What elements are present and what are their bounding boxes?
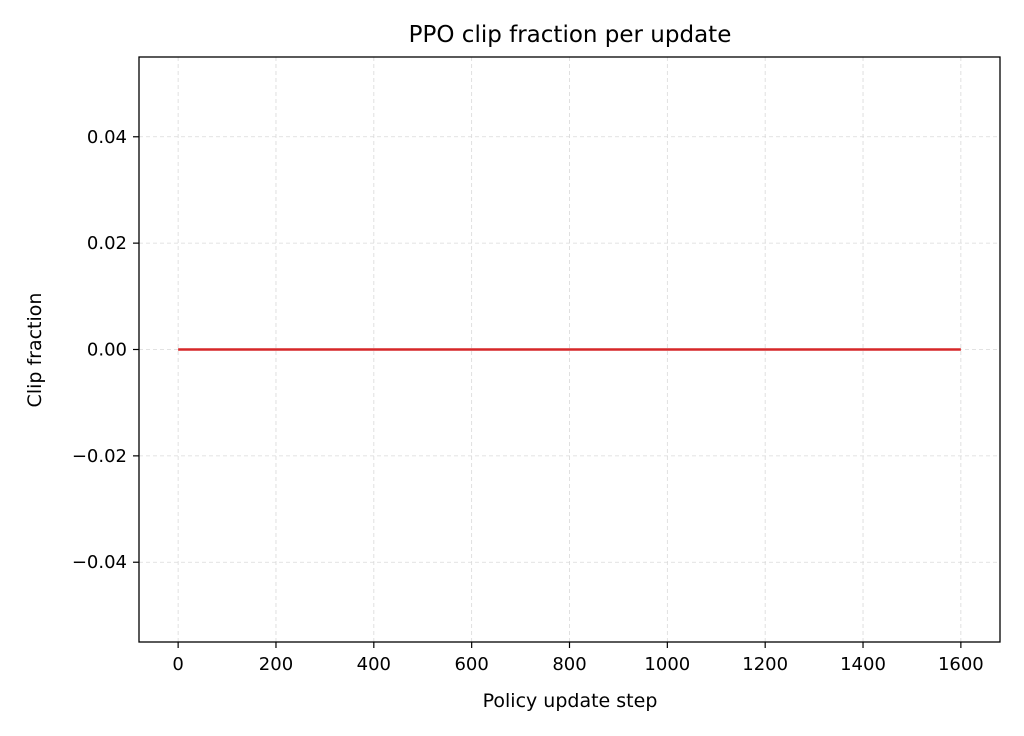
x-tick-label: 200 (259, 654, 293, 675)
x-tick-label: 1000 (644, 654, 690, 675)
x-tick-label: 0 (172, 654, 183, 675)
x-tick-label: 1400 (840, 654, 886, 675)
y-axis-label: Clip fraction (24, 293, 46, 408)
x-axis-label: Policy update step (483, 690, 658, 712)
x-tick-label: 1600 (938, 654, 984, 675)
chart-title: PPO clip fraction per update (409, 22, 732, 48)
x-tick-label: 800 (552, 654, 586, 675)
x-tick-label: 600 (454, 654, 488, 675)
x-tick-label: 400 (357, 654, 391, 675)
y-tick-label: −0.02 (72, 446, 127, 467)
y-axis-ticks: −0.04 −0.02 0.00 0.02 0.04 (72, 127, 139, 573)
y-tick-label: 0.02 (87, 233, 127, 254)
x-tick-label: 1200 (742, 654, 788, 675)
x-axis-ticks: 0 200 400 600 800 1000 1200 1400 1600 (172, 642, 984, 675)
y-tick-label: 0.00 (87, 340, 127, 361)
y-tick-label: −0.04 (72, 552, 127, 573)
y-tick-label: 0.04 (87, 127, 127, 148)
